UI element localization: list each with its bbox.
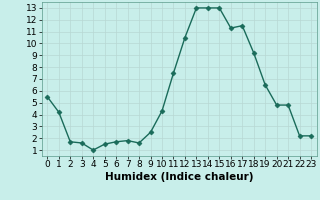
X-axis label: Humidex (Indice chaleur): Humidex (Indice chaleur) bbox=[105, 172, 253, 182]
